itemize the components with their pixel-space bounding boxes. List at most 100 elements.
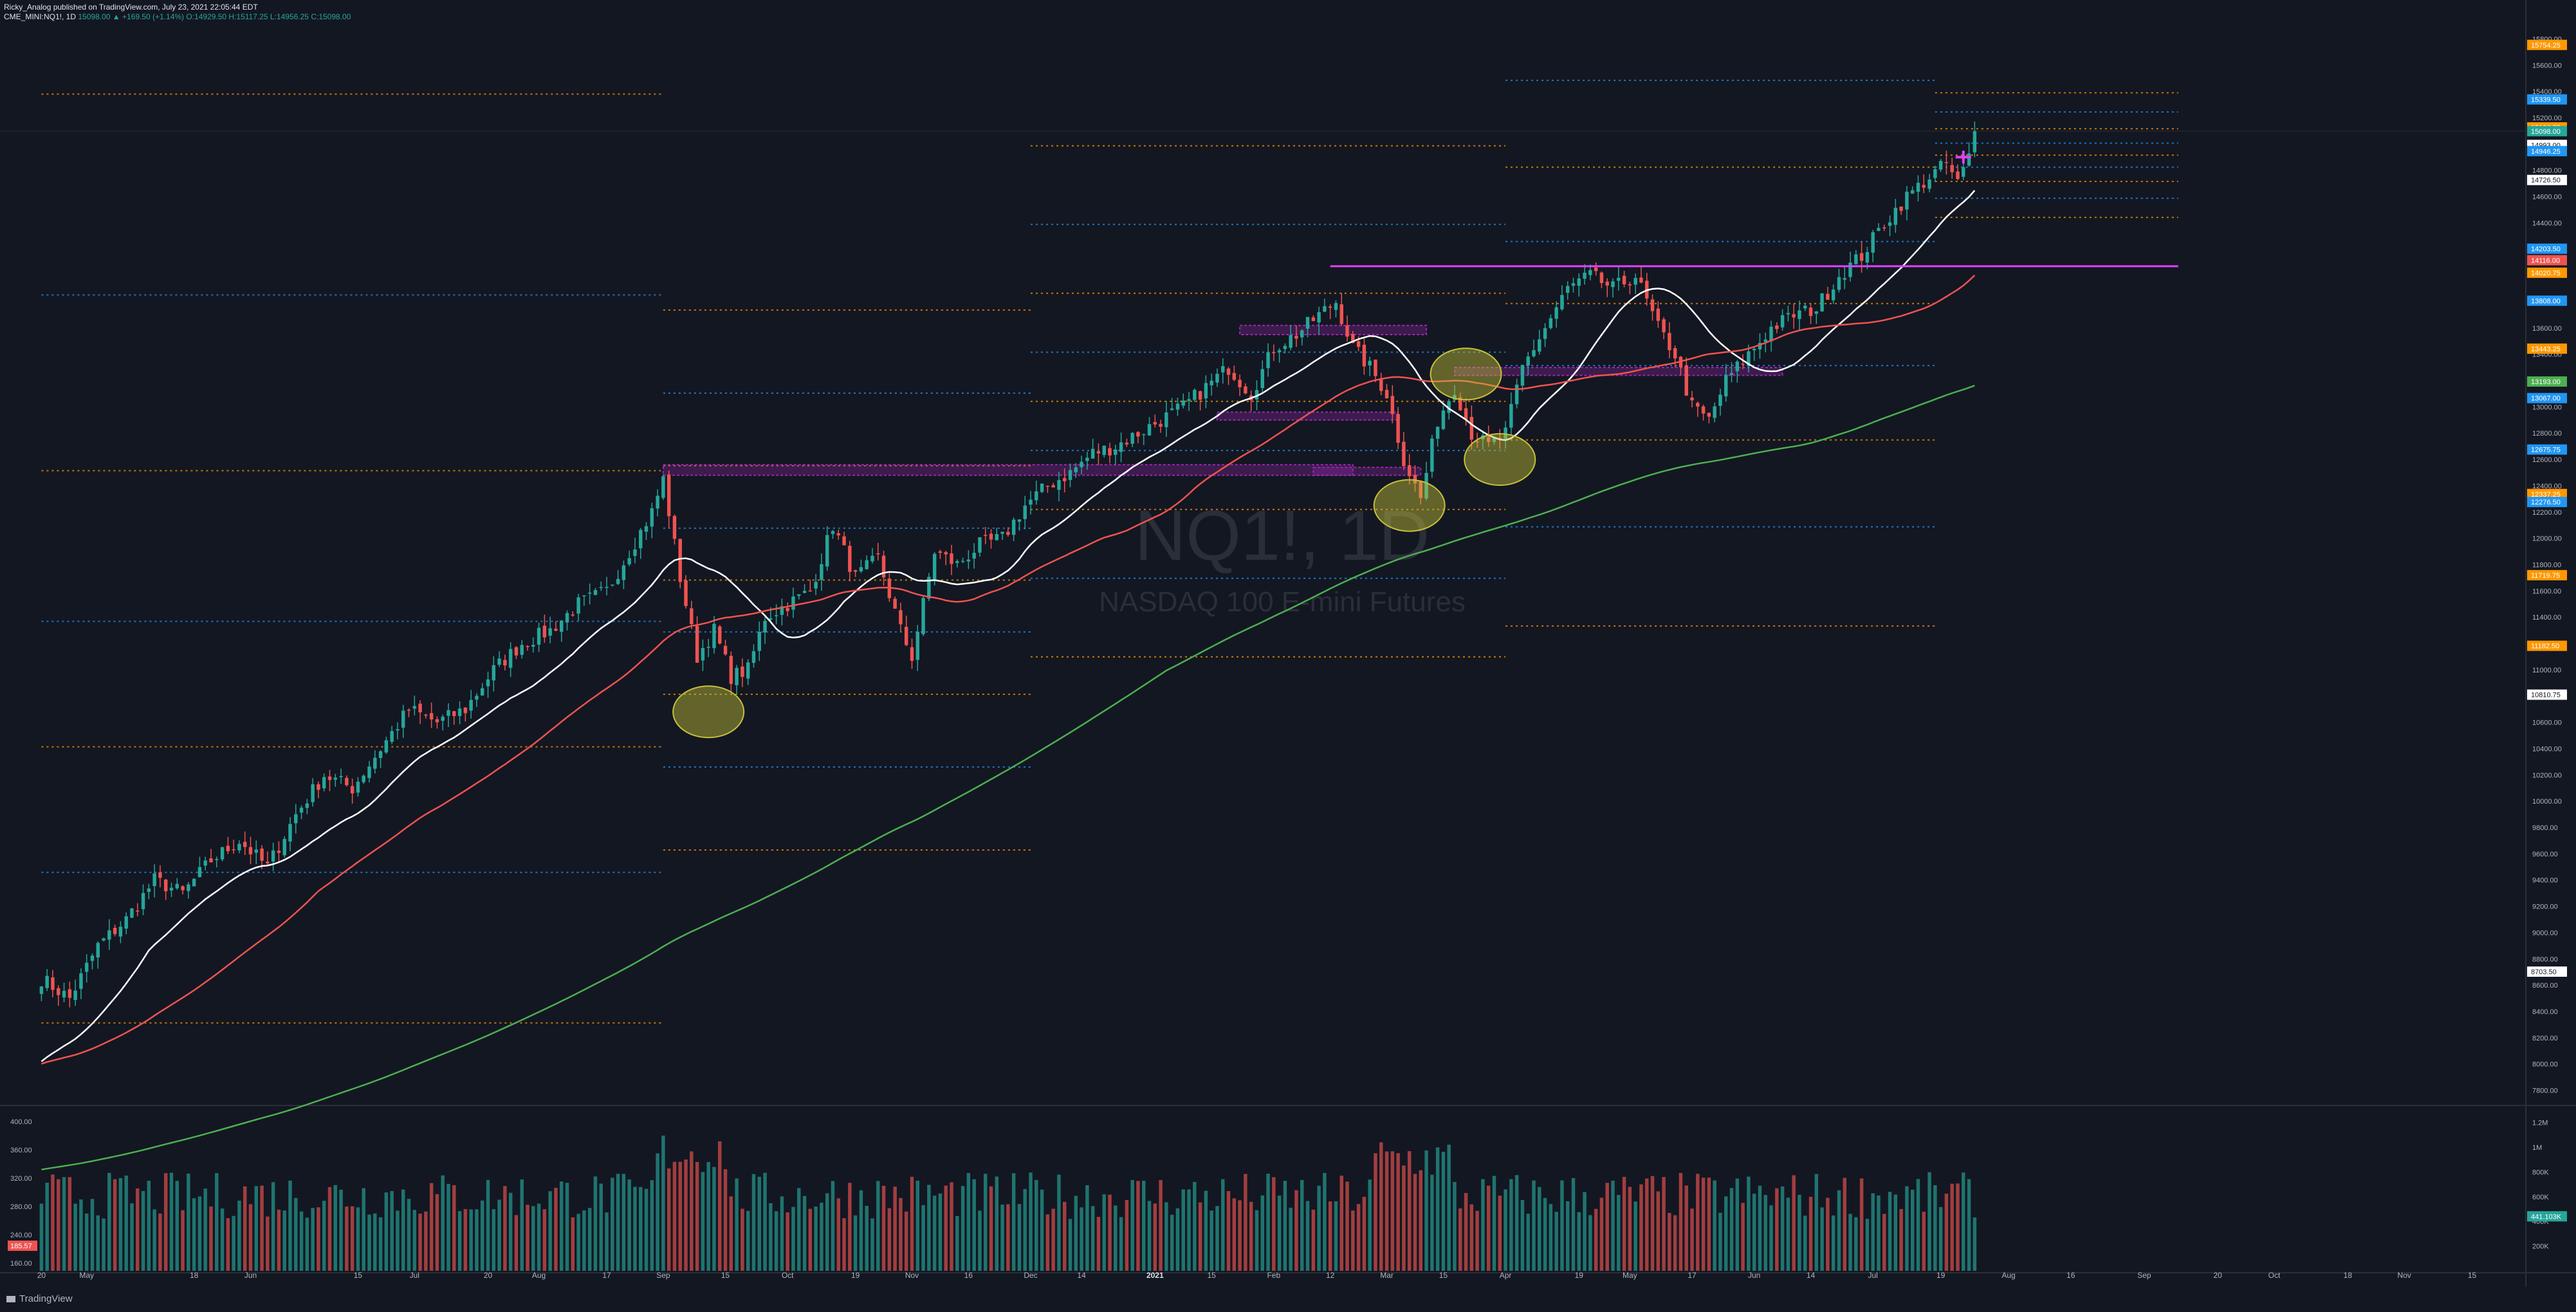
- candle-body: [1136, 432, 1140, 437]
- candle-body: [1368, 360, 1372, 365]
- volume-right-badge-label: 441.103K: [2531, 1213, 2562, 1221]
- candle-body: [187, 884, 190, 891]
- time-tick-label: Mar: [1380, 1271, 1394, 1280]
- candle-body: [1532, 350, 1536, 356]
- candle-body: [1594, 267, 1598, 272]
- candle-body: [424, 714, 428, 716]
- volume-bar: [978, 1210, 982, 1271]
- supply-demand-zone: [1216, 411, 1399, 421]
- annotations: [672, 151, 2178, 739]
- candle-body: [1826, 293, 1830, 300]
- volume-bar: [79, 1199, 83, 1271]
- volume-bar: [599, 1183, 603, 1271]
- candle-body: [1441, 410, 1446, 429]
- candle-body: [876, 553, 880, 555]
- candle-body: [1153, 421, 1157, 425]
- volume-bar: [1345, 1181, 1349, 1271]
- volume-bar: [215, 1173, 219, 1271]
- volume-bar: [966, 1172, 971, 1271]
- price-badge-label: 13067.00: [2531, 395, 2561, 403]
- volume-bar: [1000, 1205, 1004, 1271]
- volume-bar: [73, 1203, 77, 1271]
- volume-bar: [39, 1203, 44, 1271]
- candle-body: [1096, 451, 1101, 454]
- volume-bar: [769, 1203, 773, 1271]
- volume-bar: [1798, 1194, 1801, 1271]
- sma-20-line: [41, 190, 1976, 1062]
- candle-body: [1413, 475, 1417, 484]
- candle-body: [492, 665, 496, 681]
- price-badge-label: 8703.50: [2531, 968, 2557, 976]
- candle-body: [203, 860, 207, 866]
- candle-body: [644, 526, 649, 532]
- volume-bar: [1888, 1192, 1892, 1271]
- volume-bar: [373, 1213, 377, 1271]
- price-tick-label: 9000.00: [2532, 929, 2558, 937]
- volume-bar: [1063, 1201, 1067, 1271]
- candle-body: [684, 580, 688, 606]
- volume-bar: [1244, 1174, 1247, 1271]
- candle-body: [1577, 278, 1581, 286]
- volume-bar: [51, 1174, 55, 1271]
- candle-body: [1159, 423, 1163, 427]
- time-tick-label: 14: [1077, 1271, 1086, 1280]
- candle-body: [1385, 389, 1389, 399]
- candle-body: [1170, 408, 1174, 411]
- candle-body: [995, 534, 999, 541]
- candle-body: [1119, 442, 1123, 452]
- volume-bar: [1865, 1219, 1870, 1271]
- time-tick-label: 20: [2213, 1271, 2222, 1280]
- price-tick-label: 10000.00: [2532, 798, 2562, 806]
- candle-body: [1469, 416, 1474, 440]
- volume-bar: [605, 1212, 609, 1271]
- candle-body: [152, 873, 156, 886]
- candle-body: [1662, 319, 1666, 333]
- volume-bar: [1543, 1197, 1547, 1271]
- candle-body: [486, 679, 490, 687]
- volume-bar: [62, 1177, 66, 1271]
- candle-body: [1538, 339, 1541, 352]
- candle-body: [45, 975, 49, 988]
- volume-bar: [1362, 1197, 1366, 1271]
- volume-bar: [141, 1191, 145, 1271]
- candle-body: [1820, 293, 1824, 311]
- price-tick-label: 9800.00: [2532, 824, 2558, 832]
- candle-body: [621, 565, 626, 580]
- volume-bar: [1153, 1203, 1157, 1271]
- volume-bar: [124, 1175, 128, 1271]
- volume-bar: [797, 1188, 801, 1271]
- price-tick-label: 8800.00: [2532, 956, 2558, 963]
- volume-bar: [1125, 1199, 1129, 1271]
- candle-body: [791, 596, 795, 610]
- candle-body: [124, 916, 128, 929]
- candle-body: [1650, 299, 1655, 311]
- candle-body: [735, 667, 739, 685]
- volume-bar: [1905, 1186, 1909, 1271]
- volume-bar: [1792, 1175, 1796, 1271]
- volume-left-tick: 320.00: [10, 1175, 32, 1183]
- volume-left-tick: 280.00: [10, 1203, 32, 1211]
- candle-body: [695, 625, 699, 663]
- volume-bar: [774, 1211, 778, 1271]
- candle-body: [1085, 457, 1089, 461]
- candle-body: [1673, 348, 1677, 359]
- volume-bar: [1017, 1204, 1022, 1271]
- symbol-label[interactable]: CME_MINI:NQ1!, 1D: [4, 12, 77, 21]
- candle-body: [209, 858, 213, 863]
- candle-body: [757, 632, 761, 651]
- volume-right-tick: 600K: [2532, 1194, 2549, 1201]
- volume-bar: [441, 1175, 445, 1271]
- price-badge-label: 15754.25: [2531, 42, 2561, 50]
- candle-body: [1622, 275, 1626, 284]
- volume-bar: [367, 1214, 371, 1271]
- volume-bar: [1249, 1201, 1253, 1271]
- price-badge-label: 13808.00: [2531, 297, 2561, 305]
- candle-body: [611, 584, 614, 586]
- volume-bar: [1554, 1212, 1558, 1271]
- candle-body: [836, 533, 840, 536]
- candle-body: [774, 615, 778, 616]
- pink-marker: [1955, 151, 1971, 164]
- candle-body: [1045, 485, 1050, 487]
- candle-body: [1696, 403, 1700, 407]
